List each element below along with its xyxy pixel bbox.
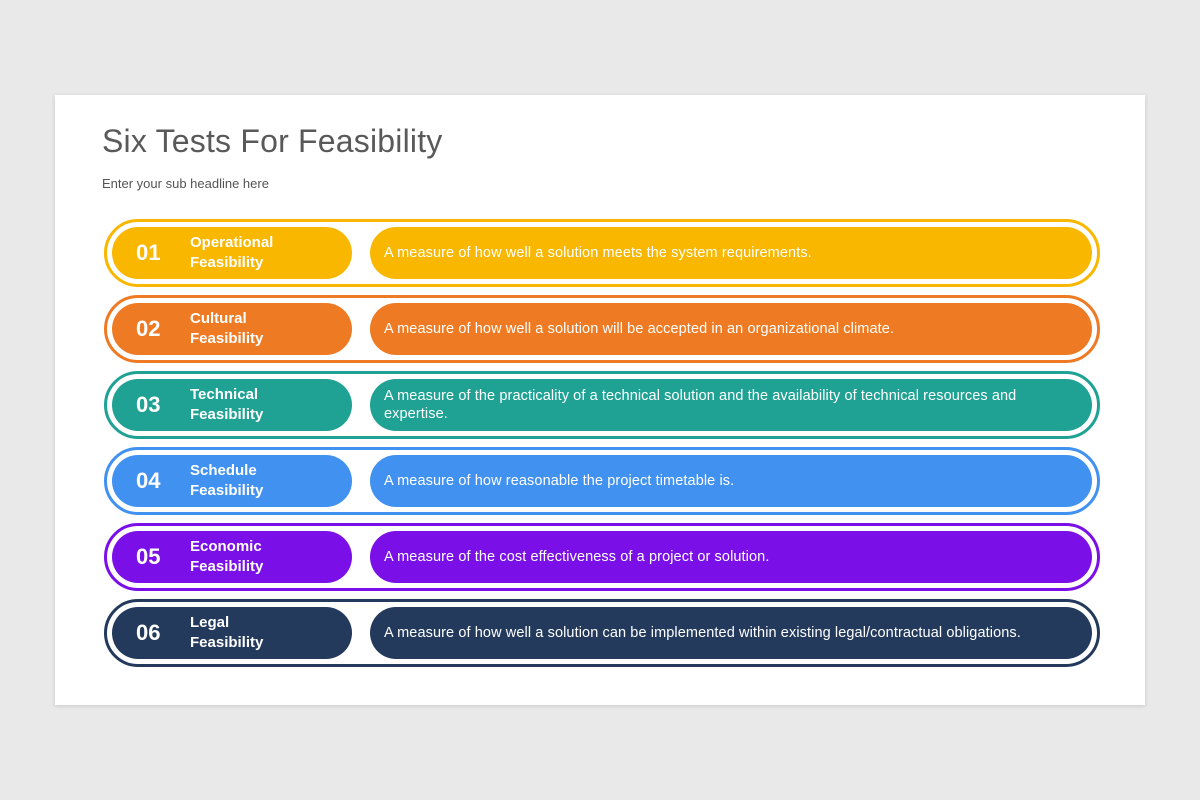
row-description: A measure of the practicality of a techn… (384, 387, 1017, 422)
row-description-pill: A measure of the practicality of a techn… (370, 379, 1092, 431)
page-title: Six Tests For Feasibility (102, 123, 443, 159)
row-number: 04 (136, 468, 161, 493)
slide-card: Six Tests For Feasibility Enter your sub… (55, 95, 1145, 705)
row-description-pill: A measure of how well a solution will be… (370, 303, 1092, 355)
feasibility-row-schedule: 04 Schedule Feasibility A measure of how… (104, 447, 1100, 515)
row-label-pill: 01 Operational Feasibility (112, 227, 352, 279)
row-label: Cultural Feasibility (190, 309, 264, 347)
row-label-pill: 02 Cultural Feasibility (112, 303, 352, 355)
feasibility-list: 01 Operational Feasibility A measure of … (104, 219, 1100, 675)
row-description-pill: A measure of how well a solution meets t… (370, 227, 1092, 279)
feasibility-row-economic: 05 Economic Feasibility A measure of the… (104, 523, 1100, 591)
row-description: A measure of how well a solution will be… (384, 320, 895, 337)
row-label-pill: 04 Schedule Feasibility (112, 455, 352, 507)
row-label-pill: 03 Technical Feasibility (112, 379, 352, 431)
row-description: A measure of how well a solution meets t… (384, 244, 812, 261)
feasibility-row-operational: 01 Operational Feasibility A measure of … (104, 219, 1100, 287)
page-subtitle: Enter your sub headline here (102, 176, 269, 191)
row-description-pill: A measure of how reasonable the project … (370, 455, 1092, 507)
row-number: 02 (136, 316, 161, 341)
row-description-pill: A measure of how well a solution can be … (370, 607, 1092, 659)
row-number: 01 (136, 240, 161, 265)
row-description: A measure of how well a solution can be … (384, 624, 1021, 641)
row-number: 05 (136, 544, 161, 569)
row-number: 06 (136, 620, 161, 645)
row-label-pill: 05 Economic Feasibility (112, 531, 352, 583)
row-label: Economic Feasibility (190, 537, 264, 575)
row-number: 03 (136, 392, 161, 417)
row-description: A measure of how reasonable the project … (384, 472, 735, 489)
row-label: Operational Feasibility (190, 233, 274, 271)
row-description: A measure of the cost effectiveness of a… (384, 548, 770, 565)
feasibility-row-technical: 03 Technical Feasibility A measure of th… (104, 371, 1100, 439)
row-label: Technical Feasibility (190, 385, 264, 423)
row-description-pill: A measure of the cost effectiveness of a… (370, 531, 1092, 583)
feasibility-row-cultural: 02 Cultural Feasibility A measure of how… (104, 295, 1100, 363)
row-label: Legal Feasibility (190, 613, 264, 651)
feasibility-row-legal: 06 Legal Feasibility A measure of how we… (104, 599, 1100, 667)
row-label: Schedule Feasibility (190, 461, 264, 499)
row-label-pill: 06 Legal Feasibility (112, 607, 352, 659)
